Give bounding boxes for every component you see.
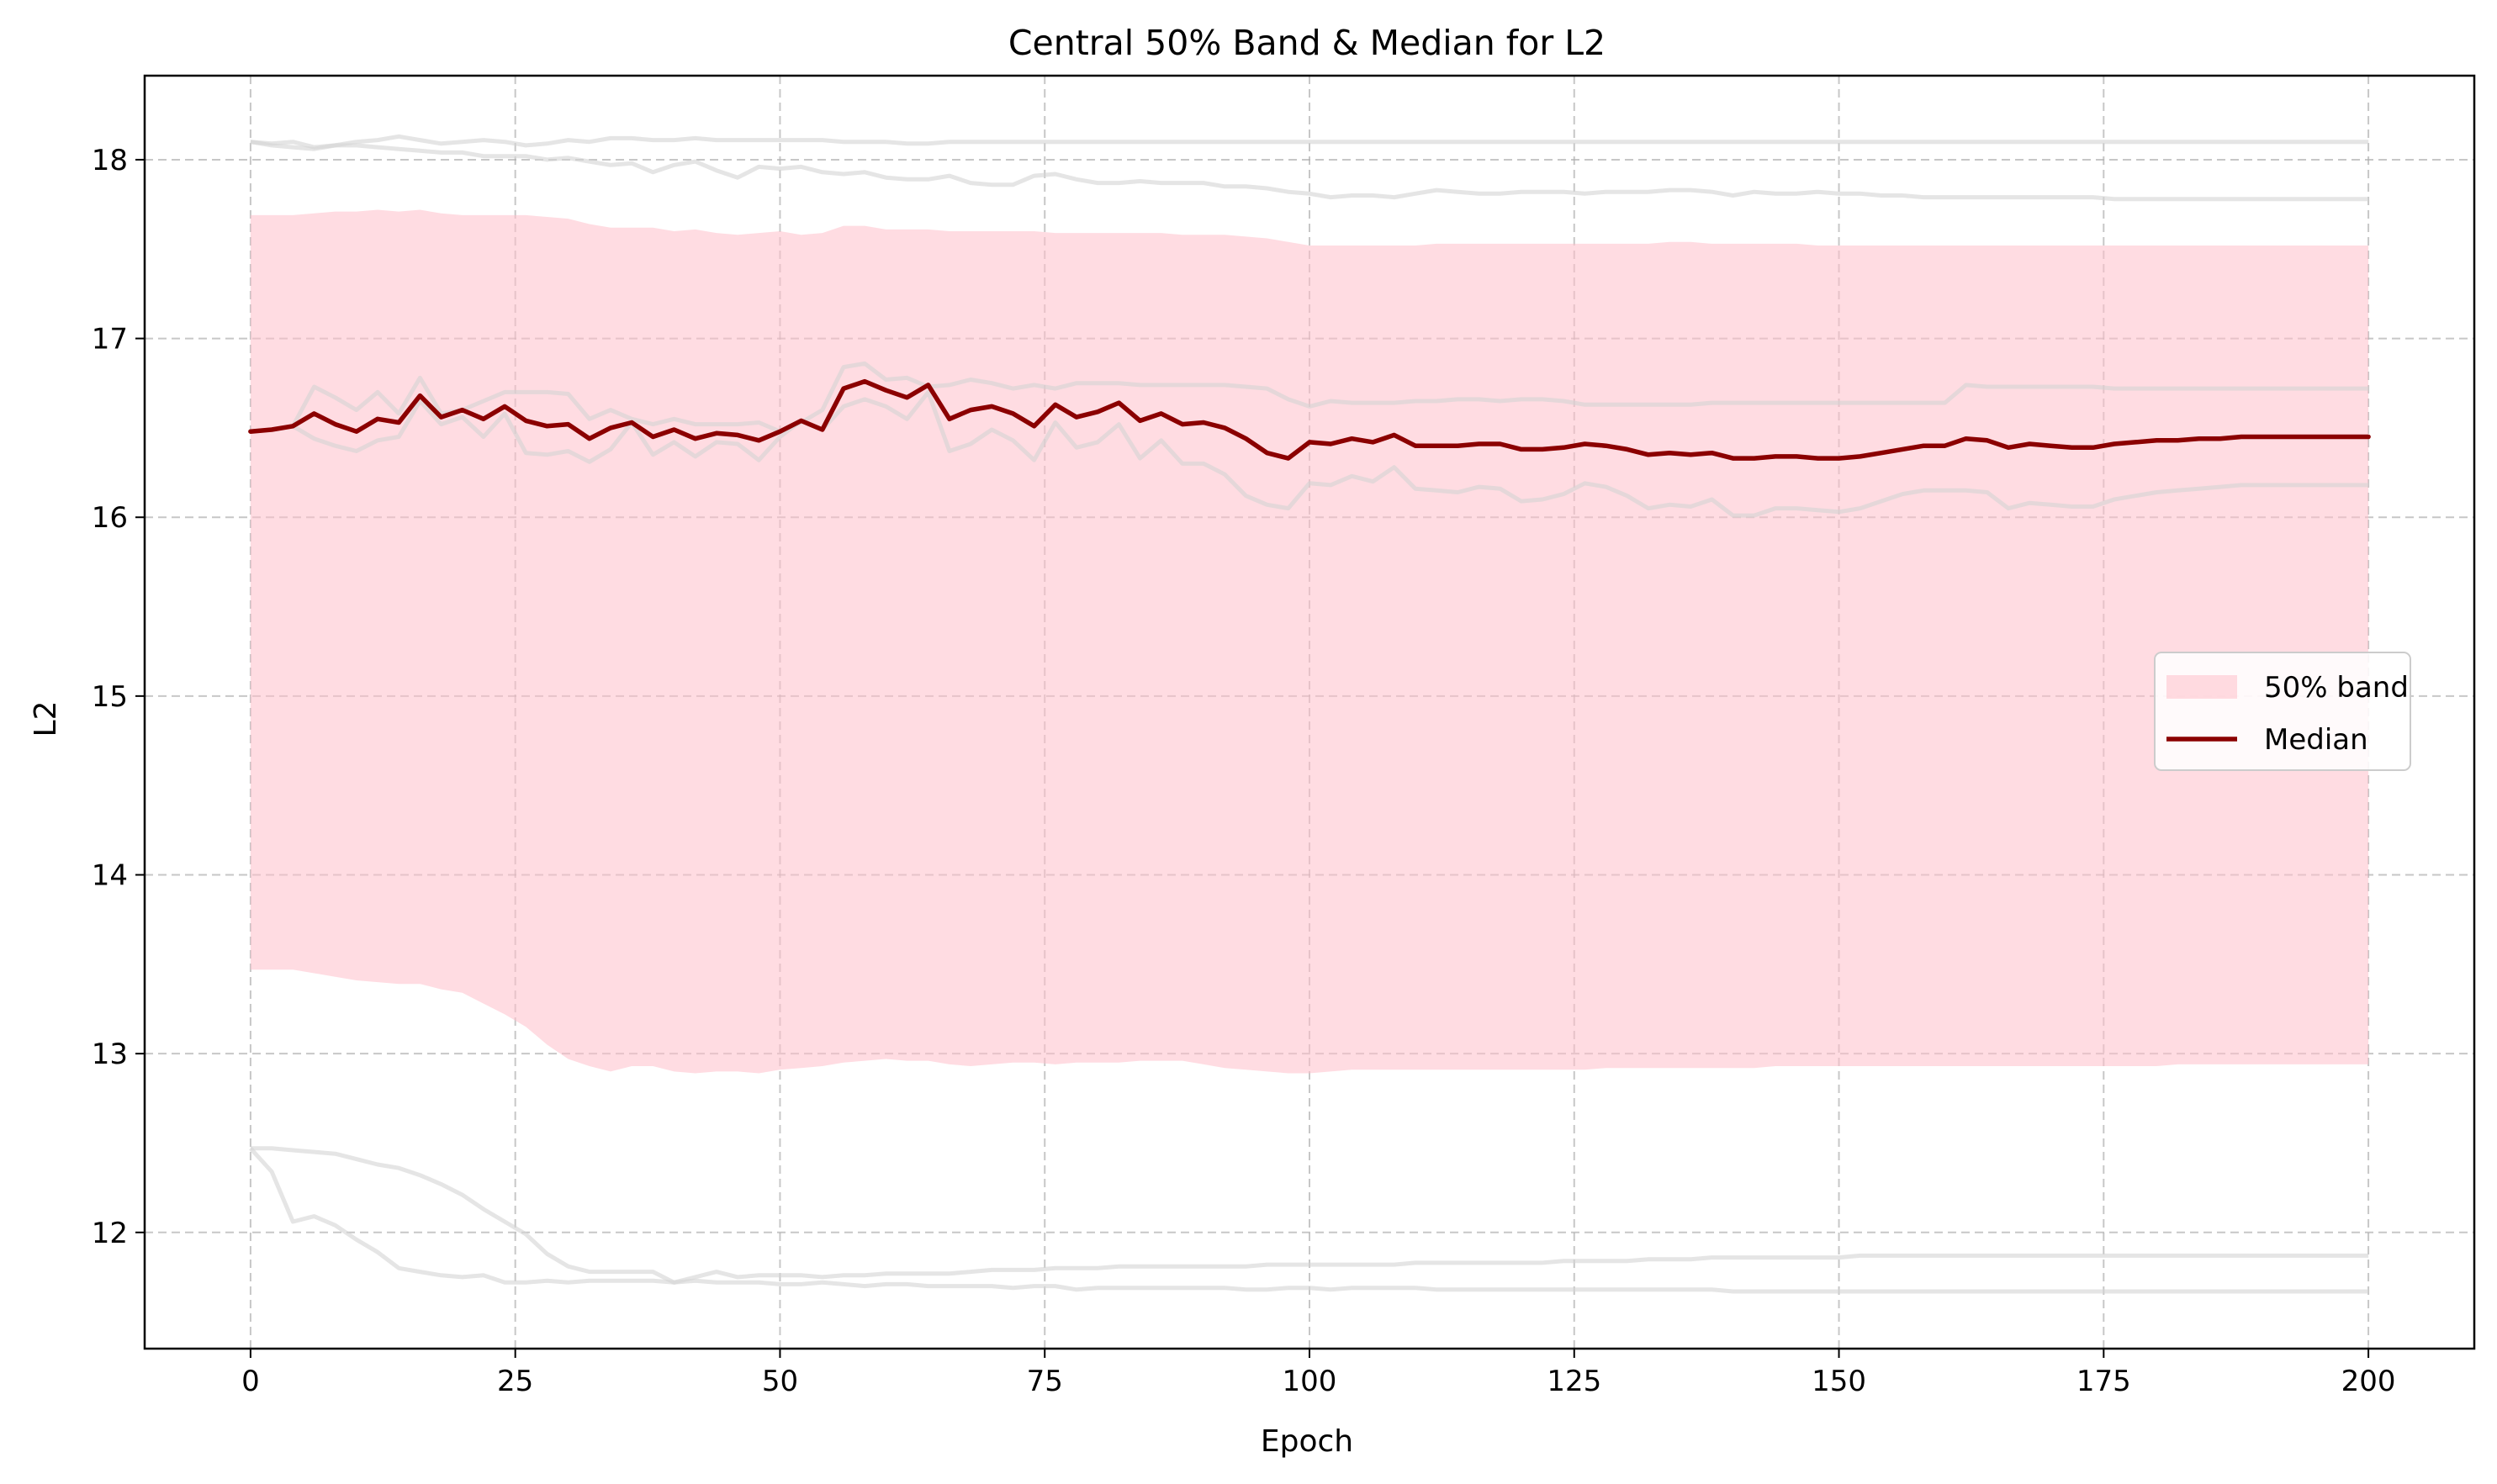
x-tick-label: 175 — [2076, 1365, 2131, 1398]
x-tick-label: 100 — [1283, 1365, 1337, 1398]
series-band-50pct — [250, 209, 2369, 1074]
y-tick-label: 17 — [92, 323, 128, 356]
legend: 50% band Median — [2154, 652, 2411, 771]
chart-title: Central 50% Band & Median for L2 — [1008, 23, 1606, 63]
series-run-line — [250, 1146, 2369, 1285]
y-axis-label: L2 — [29, 701, 63, 737]
x-tick-label: 200 — [2341, 1365, 2396, 1398]
x-axis-label: Epoch — [1261, 1424, 1353, 1459]
series-run-line — [250, 140, 2369, 202]
series-run-line — [249, 1147, 2369, 1294]
y-tick-label: 18 — [92, 144, 128, 177]
series-run-line — [250, 134, 2369, 150]
y-tick-label: 12 — [92, 1217, 128, 1250]
series-layer — [248, 134, 2371, 1294]
x-tick-label: 75 — [1027, 1365, 1063, 1398]
axis-ticks: 0 25 50 75 100 125 150 175 200 12 13 14 15 16 17 18 — [92, 144, 2396, 1398]
series-median-line — [248, 378, 2371, 461]
x-tick-label: 0 — [241, 1365, 260, 1398]
y-tick-label: 13 — [92, 1038, 128, 1071]
x-tick-label: 50 — [762, 1365, 798, 1398]
y-tick-label: 15 — [92, 680, 128, 714]
y-tick-label: 14 — [92, 859, 128, 893]
x-tick-label: 150 — [1812, 1365, 1866, 1398]
y-tick-label: 16 — [92, 501, 128, 535]
series-run-line — [250, 389, 2369, 518]
x-tick-label: 25 — [497, 1365, 533, 1398]
legend-swatch-band — [2166, 675, 2237, 699]
x-tick-label: 125 — [1547, 1365, 1601, 1398]
plot-area: 0 25 50 75 100 125 150 175 200 12 13 14 15 16 17 18 — [92, 74, 2476, 1398]
series-run-line — [250, 361, 2369, 434]
legend-label: Median — [2264, 723, 2368, 757]
legend-label: 50% band — [2264, 671, 2409, 705]
